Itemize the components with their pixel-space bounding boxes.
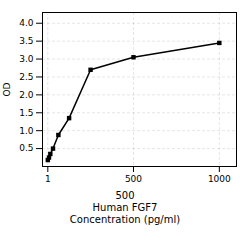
svg-text:3.0: 3.0 (19, 54, 34, 64)
svg-text:1.5: 1.5 (19, 108, 33, 118)
svg-text:4.0: 4.0 (19, 18, 34, 28)
html-text:Concentration (pg/ml): Concentration (pg/ml) (69, 214, 181, 225)
svg-text:1000: 1000 (208, 174, 231, 184)
svg-text:1: 1 (45, 174, 51, 184)
html-text:500: 500 (115, 190, 135, 201)
svg-text:OD: OD (2, 82, 12, 96)
svg-text:2.0: 2.0 (19, 90, 34, 100)
svg-text:500: 500 (125, 174, 142, 184)
svg-text:3.5: 3.5 (19, 36, 33, 46)
svg-text:0.5: 0.5 (19, 143, 33, 153)
svg-text:1.0: 1.0 (19, 126, 34, 136)
html-text:Human FGF7: Human FGF7 (92, 202, 158, 213)
svg-text:2.5: 2.5 (19, 72, 33, 82)
